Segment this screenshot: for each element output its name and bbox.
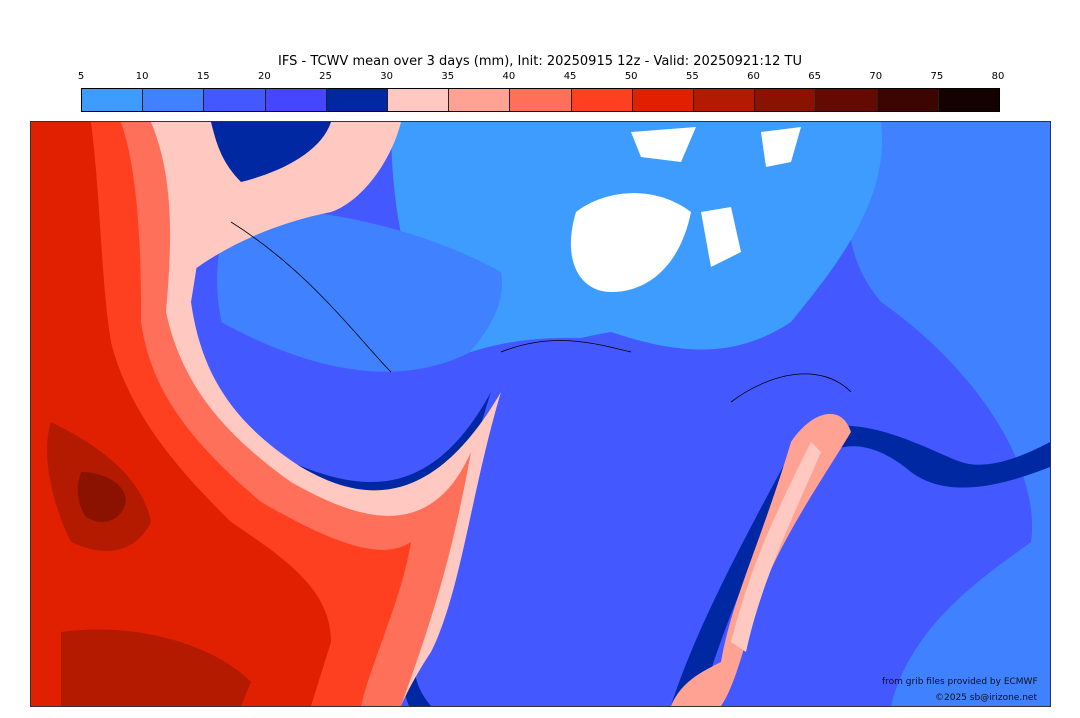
colorbar-tick-label: 50 [624,71,638,82]
colorbar-swatch [388,89,450,111]
colorbar-swatch [510,89,572,111]
colorbar-swatch [571,89,633,111]
colorbar-tick-label: 15 [196,71,210,82]
colorbar-swatch [877,89,939,111]
map-field [31,122,1050,706]
colorbar-swatch [326,89,389,111]
colorbar-swatch [143,89,205,111]
copyright-credit: ©2025 sb@irizone.net [935,693,1037,703]
colorbar-tick-label: 45 [563,71,577,82]
colorbar-swatch [816,89,878,111]
colorbar-tick-label: 80 [991,71,1005,82]
colorbar-tick-label: 30 [380,71,394,82]
colorbar-tick-label: 5 [77,71,85,82]
colorbar-tick-label: 10 [135,71,149,82]
colorbar-swatch [938,89,1000,111]
colorbar-tick-label: 60 [747,71,760,82]
colorbar-tick-label: 25 [319,71,332,82]
colorbar-tick-label: 65 [808,71,821,82]
colorbar-swatch [265,89,327,111]
data-source-credit: from grib files provided by ECMWF [882,677,1038,687]
colorbar-tick-label: 20 [258,71,271,82]
colorbar [81,88,1000,112]
colorbar-tick-label: 35 [441,71,455,82]
colorbar-swatch [204,89,266,111]
colorbar-swatch [82,89,144,111]
colorbar-tick-label: 75 [930,71,944,82]
colorbar-tick-label: 55 [685,71,699,82]
colorbar-swatch [632,89,695,111]
colorbar-swatch [755,89,817,111]
colorbar-swatch [694,89,756,111]
colorbar-ticks: 5 10 15 20 25 30 35 40 45 50 55 60 65 70 75 80 [77,71,1005,85]
tcwv-map [30,121,1051,707]
colorbar-swatch [449,89,511,111]
map-title: IFS - TCWV mean over 3 days (mm), Init: … [278,54,802,69]
colorbar-tick-label: 70 [869,71,883,82]
colorbar-tick-label: 40 [502,71,516,82]
